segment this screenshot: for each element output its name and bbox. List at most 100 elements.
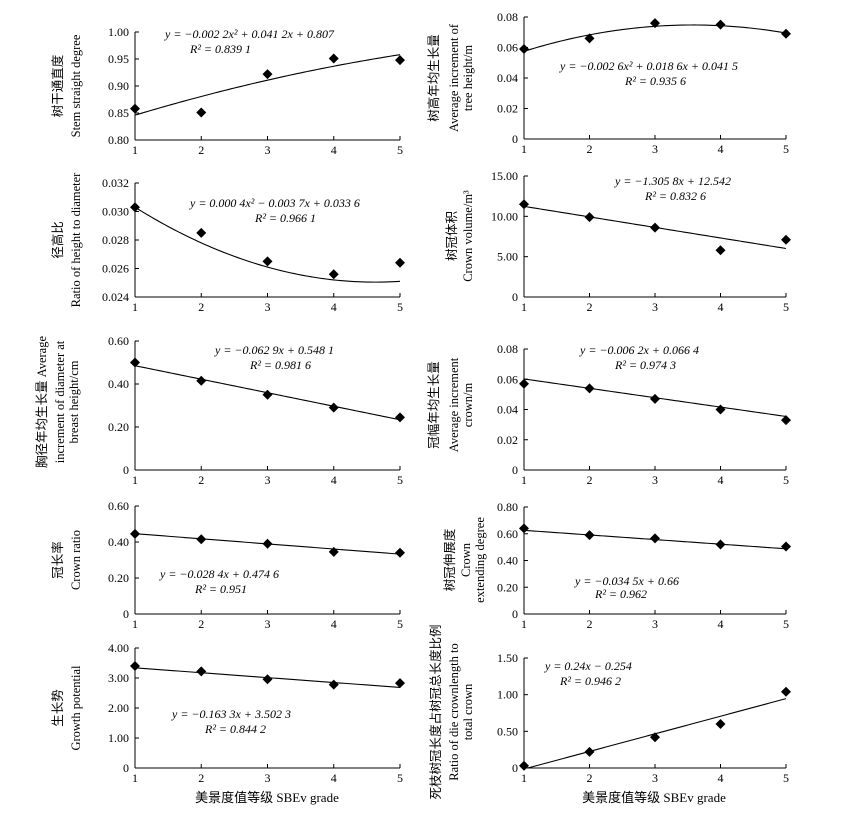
regression-equation: y = −0.062 9x + 0.548 1 bbox=[214, 343, 334, 357]
regression-equation: y = −0.006 2x + 0.066 4 bbox=[579, 343, 699, 357]
y-tick-label: 15.00 bbox=[491, 169, 518, 183]
y-tick-label: 0.40 bbox=[108, 377, 129, 391]
x-tick-label: 4 bbox=[331, 473, 337, 487]
data-point-marker bbox=[650, 222, 660, 233]
x-tick-label: 1 bbox=[132, 473, 138, 487]
x-tick-label: 2 bbox=[587, 142, 593, 156]
x-axis-label-left: 美景度值等级 SBEv grade bbox=[195, 790, 339, 805]
r-squared-label: R² = 0.966 1 bbox=[254, 211, 316, 225]
x-axis-label-right: 美景度值等级 SBEv grade bbox=[582, 790, 726, 805]
regression-equation: y = −1.305 8x + 12.542 bbox=[614, 174, 731, 188]
data-point-marker bbox=[395, 547, 405, 558]
y-tick-label: 0.60 bbox=[108, 334, 129, 348]
x-tick-label: 1 bbox=[132, 300, 138, 314]
data-point-marker bbox=[262, 674, 273, 685]
y-tick-label: 0 bbox=[123, 463, 129, 477]
data-point-marker bbox=[328, 269, 339, 280]
data-point-marker bbox=[715, 19, 726, 30]
x-tick-label: 2 bbox=[587, 300, 593, 314]
y-axis-label-cn: 冠长率 bbox=[50, 541, 65, 579]
y-tick-label: 0.06 bbox=[497, 372, 518, 386]
data-point-marker bbox=[715, 719, 726, 729]
y-tick-label: 0 bbox=[123, 607, 129, 621]
y-axis-label-cn: 树高年均生长量 bbox=[426, 34, 441, 122]
x-tick-label: 2 bbox=[587, 473, 593, 487]
y-tick-label: 0 bbox=[512, 761, 518, 775]
y-tick-label: 0.90 bbox=[108, 79, 129, 93]
y-tick-label: 1.50 bbox=[497, 651, 518, 665]
y-tick-label: 0.60 bbox=[497, 527, 518, 541]
data-point-marker bbox=[519, 760, 529, 771]
y-tick-label: 0.030 bbox=[102, 205, 129, 219]
y-axis-label-cn: 树冠体积 bbox=[444, 211, 459, 261]
data-point-marker bbox=[781, 234, 791, 245]
x-tick-label: 3 bbox=[265, 143, 271, 157]
data-point-marker bbox=[196, 534, 207, 545]
data-point-marker bbox=[781, 28, 791, 39]
y-axis-label-en: Ratio of die crownlength to bbox=[447, 643, 461, 780]
data-point-marker bbox=[519, 199, 529, 210]
y-axis-label-en: tree height/m bbox=[461, 45, 475, 112]
y-tick-label: 0 bbox=[512, 607, 518, 621]
x-tick-label: 4 bbox=[718, 473, 724, 487]
data-point-marker bbox=[395, 257, 405, 268]
r-squared-label: R² = 0.951 bbox=[194, 582, 247, 596]
data-point-marker bbox=[196, 666, 207, 677]
r-squared-label: R² = 0.832 6 bbox=[644, 189, 706, 203]
data-point-marker bbox=[650, 732, 660, 743]
y-axis-label-en: Crown bbox=[459, 542, 473, 577]
data-point-marker bbox=[130, 202, 140, 213]
y-tick-label: 0.026 bbox=[102, 262, 129, 276]
regression-equation: y = −0.163 3x + 3.502 3 bbox=[171, 707, 291, 721]
y-axis-label-en: Crown volume/m³ bbox=[461, 190, 475, 282]
chart-panel-7: 0 0.20 0.40 0.60 1 2 3 4 5 y = −0.028 4x + 0.474 … bbox=[50, 499, 405, 631]
data-point-marker bbox=[584, 530, 595, 541]
data-point-marker bbox=[196, 107, 207, 118]
x-tick-label: 2 bbox=[198, 771, 204, 785]
y-tick-label: 1.00 bbox=[497, 688, 518, 702]
data-point-marker bbox=[519, 523, 529, 534]
x-tick-label: 3 bbox=[265, 473, 271, 487]
y-axis-label-en: Stem straight degree bbox=[69, 34, 83, 137]
x-tick-label: 5 bbox=[783, 300, 789, 314]
x-tick-label: 4 bbox=[718, 617, 724, 631]
x-tick-label: 3 bbox=[652, 473, 658, 487]
data-point-marker bbox=[395, 55, 405, 66]
y-tick-label: 0.60 bbox=[108, 499, 129, 513]
y-tick-label: 1.00 bbox=[108, 731, 129, 745]
y-tick-label: 2.00 bbox=[108, 701, 129, 715]
y-tick-label: 0.032 bbox=[102, 176, 129, 190]
data-point-marker bbox=[519, 44, 529, 55]
y-tick-label: 4.00 bbox=[108, 641, 129, 655]
x-tick-label: 1 bbox=[521, 617, 527, 631]
y-tick-label: 0.95 bbox=[108, 52, 129, 66]
y-axis-label-cn: 树冠伸展度 bbox=[442, 528, 457, 591]
data-point-marker bbox=[395, 412, 405, 423]
y-tick-label: 0.08 bbox=[497, 10, 518, 24]
x-tick-label: 3 bbox=[652, 771, 658, 785]
x-tick-label: 5 bbox=[397, 300, 403, 314]
r-squared-label: R² = 0.844 2 bbox=[204, 722, 266, 736]
y-axis-label-en: extending degree bbox=[473, 517, 487, 603]
fit-line bbox=[523, 24, 787, 52]
data-point-marker bbox=[584, 33, 595, 44]
data-point-marker bbox=[130, 661, 140, 671]
y-tick-label: 0.02 bbox=[497, 433, 518, 447]
x-tick-label: 3 bbox=[652, 142, 658, 156]
data-point-marker bbox=[781, 541, 791, 552]
y-tick-label: 0.028 bbox=[102, 233, 129, 247]
x-tick-label: 2 bbox=[587, 617, 593, 631]
data-point-marker bbox=[328, 679, 339, 690]
y-axis-label-en: Average increment of bbox=[447, 23, 461, 132]
data-point-marker bbox=[650, 393, 660, 404]
data-point-marker bbox=[715, 404, 726, 415]
data-point-marker bbox=[584, 746, 595, 757]
regression-equation: y = −0.028 4x + 0.474 6 bbox=[159, 567, 279, 581]
x-tick-label: 4 bbox=[718, 300, 724, 314]
x-tick-label: 1 bbox=[132, 771, 138, 785]
x-tick-label: 5 bbox=[783, 771, 789, 785]
x-tick-label: 2 bbox=[587, 771, 593, 785]
y-axis-label-en: Growth potential bbox=[69, 665, 83, 751]
data-point-marker bbox=[262, 69, 273, 80]
